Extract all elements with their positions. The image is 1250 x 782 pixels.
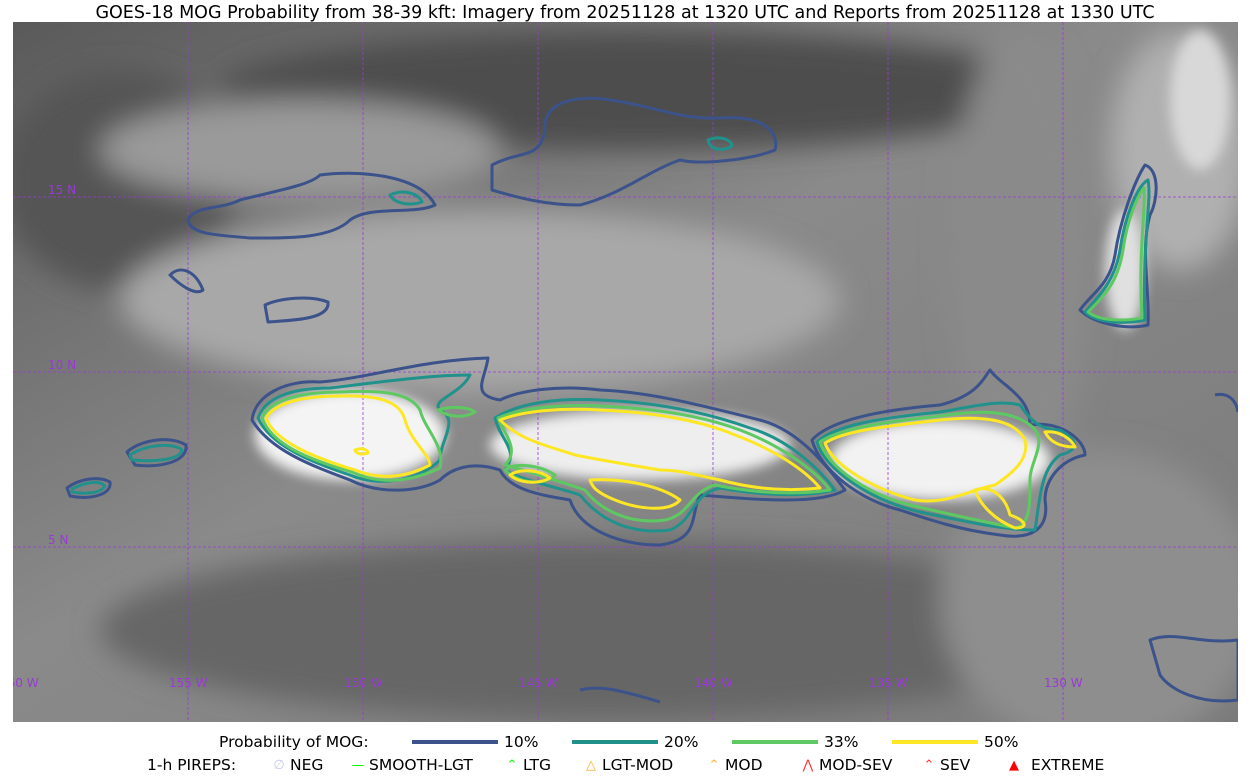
filled-triangle-icon: ▲ [1009,757,1019,773]
pirep-lgt-mod: △ LGT-MOD [580,756,673,774]
lat-label-15n: 15 N [48,183,77,197]
caret-icon: ⌃ [506,757,518,773]
swatch-20pct [572,740,658,744]
contour-50pct [264,394,1077,530]
pirep-sev: ⌃ SEV [918,756,971,774]
legend-label: 50% [984,733,1019,751]
figure-title: GOES-18 MOG Probability from 38-39 kft: … [95,3,1155,23]
swatch-50pct [892,740,978,744]
lon-label-130w: 130 W [1044,676,1083,690]
legend-item-10pct: 10% [412,733,538,751]
double-caret-bar-icon: ⋀ [802,757,814,773]
lon-label-145w: 145 W [519,676,558,690]
legend-label: 33% [824,733,859,751]
legend-label: 10% [504,733,539,751]
legend-label: MOD-SEV [819,756,893,774]
contour-10pct [65,96,1238,704]
legend-label: LTG [523,756,551,774]
pirep-neg: ∅ NEG [268,756,323,774]
lon-label-140w: 140 W [694,676,733,690]
pirep-mod: ⌃ MOD [703,756,763,774]
legend-item-33pct: 33% [732,733,858,751]
legend-label: SMOOTH-LGT [369,756,473,774]
swatch-33pct [732,740,818,744]
caret-icon: ⌃ [708,757,720,773]
legend-label: 20% [664,733,699,751]
swatch-10pct [412,740,498,744]
lon-label-150w: 150 W [344,676,383,690]
legend-label: MOD [725,756,763,774]
lon-label-160w: 160 W [13,676,39,690]
pirep-smooth-lgt: — SMOOTH-LGT [347,756,473,774]
cloud-imagery [13,30,1238,722]
line-icon: — [351,757,365,773]
legend-item-20pct: 20% [572,733,698,751]
pirep-mod-sev: ⋀ MOD-SEV [797,756,893,774]
lat-label-5n: 5 N [48,533,69,547]
mog-contours [65,96,1238,704]
map-canvas [13,22,1238,722]
legend-label: NEG [290,756,324,774]
pirep-extreme: ▲ EXTREME [1003,756,1104,774]
lat-label-10n: 10 N [48,358,77,372]
contour-33pct [260,186,1146,530]
legend-item-50pct: 50% [892,733,1018,751]
legend-label: LGT-MOD [602,756,674,774]
probability-legend-title: Probability of MOG: [219,733,369,751]
graticule [13,22,1238,722]
satellite-map: 15 N 10 N 5 N 160 W 155 W 150 W 145 W 14… [13,22,1238,722]
legend-label: SEV [940,756,971,774]
lon-label-155w: 155 W [169,676,208,690]
neg-circle-slash-icon: ∅ [273,757,285,773]
pirep-legend-title: 1-h PIREPS: [147,756,237,774]
pirep-ltg: ⌃ LTG [501,756,551,774]
caret-bar-icon: △ [586,757,596,773]
legend-label: EXTREME [1031,756,1105,774]
double-caret-icon: ⌃ [923,757,935,773]
lon-label-135w: 135 W [869,676,908,690]
